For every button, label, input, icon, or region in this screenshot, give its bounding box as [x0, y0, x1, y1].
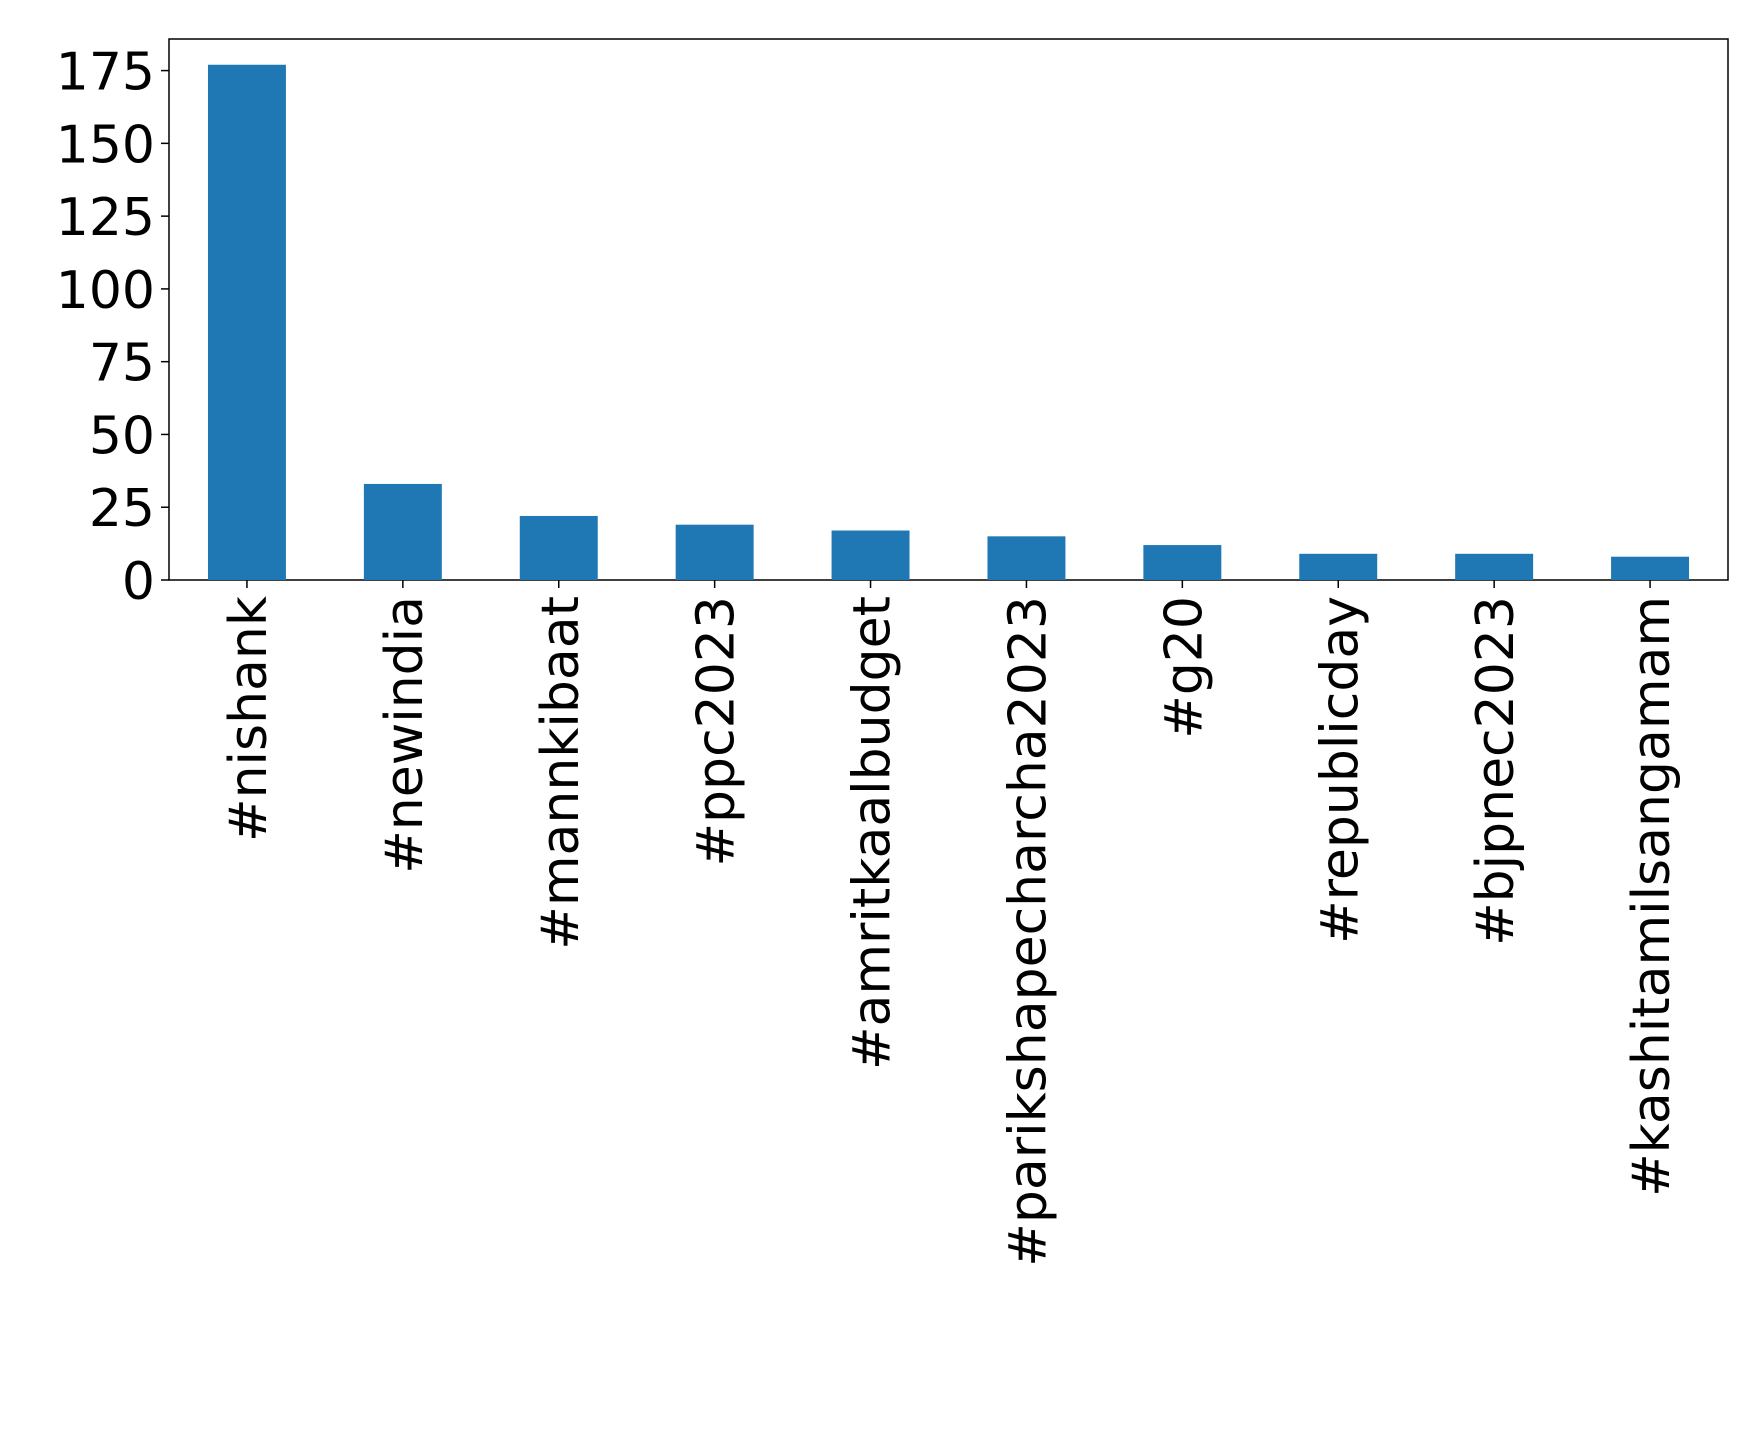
bar: [675, 524, 754, 580]
bar: [1143, 545, 1222, 580]
x-tick-label: #mannkibaat: [531, 596, 591, 950]
y-tick-label: 150: [56, 115, 155, 175]
x-tick-label: #ppc2023: [687, 596, 747, 867]
x-tick-label: #nishank: [219, 596, 279, 842]
y-tick-label: 75: [89, 334, 155, 394]
x-tick-label: #amritkaalbudget: [843, 596, 903, 1070]
y-tick-label: 50: [89, 406, 155, 466]
y-tick-label: 125: [56, 188, 155, 248]
bar: [363, 483, 442, 580]
bar: [519, 515, 598, 580]
y-tick-label: 0: [122, 552, 155, 612]
x-tick-label: #kashitamilsangamam: [1622, 596, 1682, 1197]
x-tick-label: #parikshapecharcha2023: [998, 596, 1058, 1267]
bar: [207, 64, 286, 580]
bar: [987, 536, 1066, 580]
bar: [1611, 556, 1690, 580]
bar: [831, 530, 910, 580]
x-tick-label: #newindia: [375, 596, 435, 874]
bar: [1299, 553, 1378, 580]
y-tick-label: 100: [56, 261, 155, 321]
x-tick-label: #republicday: [1310, 596, 1370, 944]
y-tick-label: 25: [89, 479, 155, 539]
x-tick-label: #g20: [1154, 596, 1214, 739]
bar: [1455, 553, 1534, 580]
y-tick-label: 175: [56, 43, 155, 103]
x-tick-label: #bjpnec2023: [1466, 596, 1526, 946]
plot-frame: [168, 38, 1729, 581]
